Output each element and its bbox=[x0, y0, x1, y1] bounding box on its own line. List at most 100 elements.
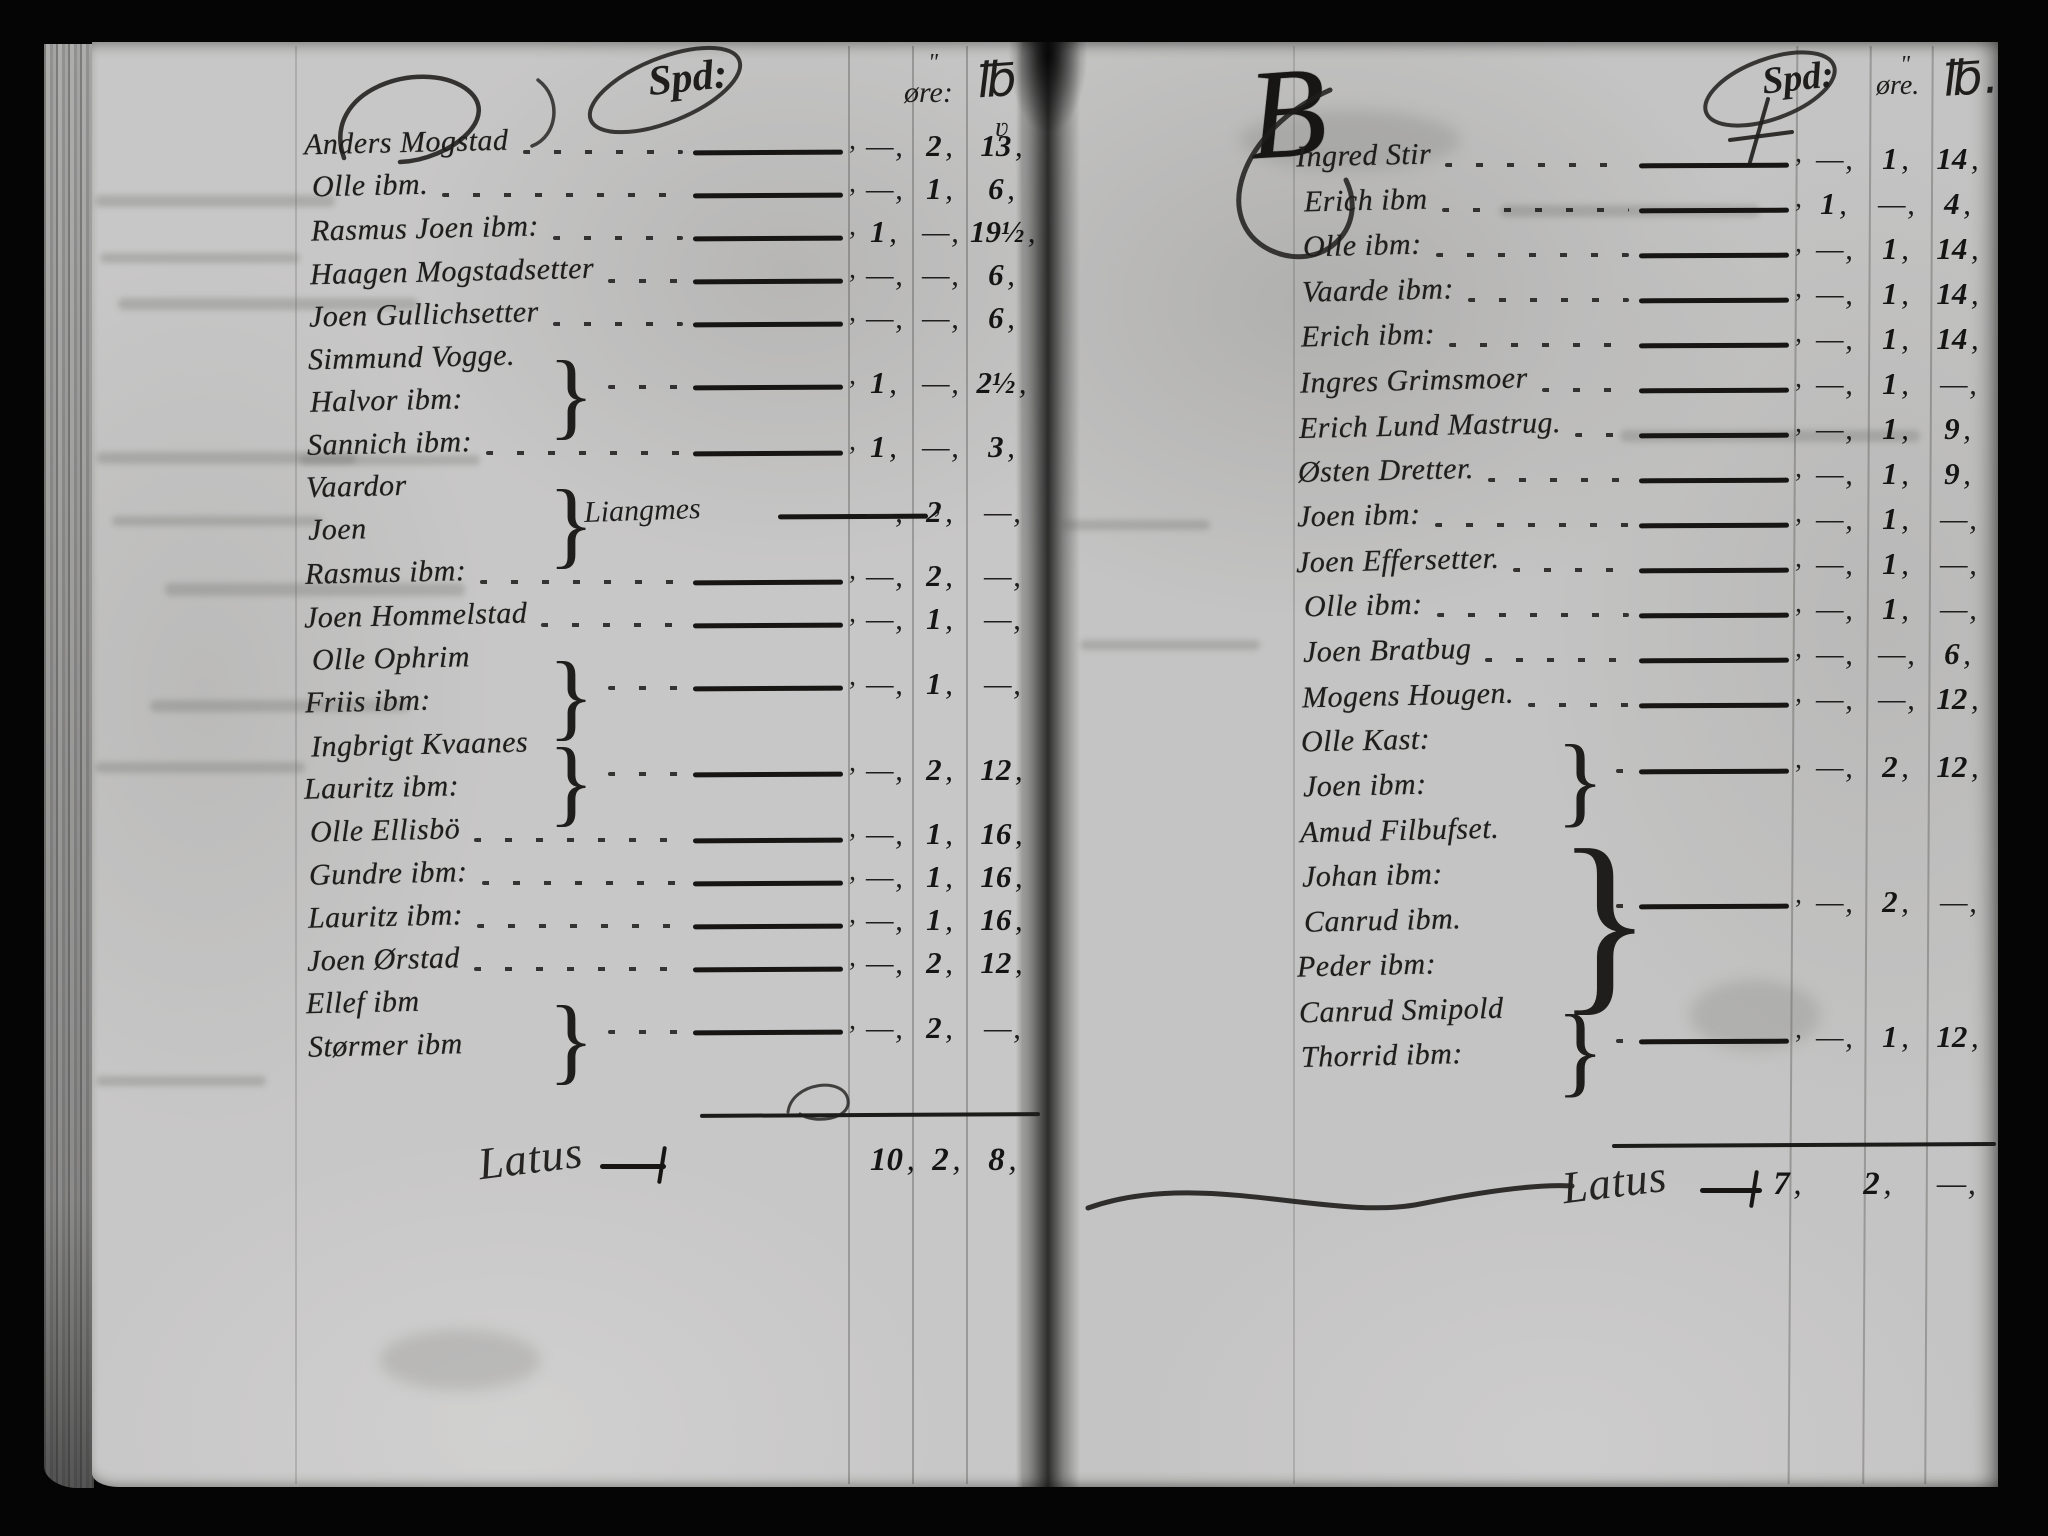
page-stack-edge bbox=[44, 44, 94, 1488]
entry-name: Joen ibm: bbox=[1296, 497, 1421, 534]
entry-name: Canrud ibm. bbox=[1303, 902, 1462, 939]
table-row: Anders Mogstad bbox=[304, 124, 844, 161]
entry-name: Joen Ørstad bbox=[306, 941, 461, 978]
dotted-leader bbox=[1527, 703, 1629, 707]
entry-name: Johan ibm: bbox=[1301, 857, 1444, 894]
amount-cell: 1 bbox=[1864, 411, 1928, 447]
showthrough-smudge bbox=[165, 583, 465, 596]
leader-line bbox=[1638, 657, 1790, 664]
amount-cell: — bbox=[852, 1010, 916, 1046]
leader-line bbox=[1638, 567, 1790, 574]
amount-cell: 1 bbox=[908, 859, 972, 895]
amount-cell: 2 bbox=[908, 558, 972, 594]
left-header-col-ore: øre: bbox=[904, 76, 953, 109]
dotted-leader bbox=[1485, 658, 1629, 662]
right-header-flourish bbox=[1703, 50, 1837, 164]
table-row: Olle ibm. bbox=[311, 167, 844, 204]
amount-cell: — bbox=[1802, 546, 1866, 582]
table-row: Rasmus ibm: bbox=[304, 554, 844, 591]
table-row: Joen Gullichsetter bbox=[308, 295, 844, 334]
amount-cell: — bbox=[908, 257, 972, 293]
entry-name: Joen Gullichsetter bbox=[308, 295, 540, 334]
amount-cell: — bbox=[1802, 276, 1866, 312]
left-header-flourish bbox=[587, 45, 743, 135]
dotted-leader bbox=[477, 924, 683, 928]
entry-name: Olle ibm. bbox=[311, 167, 429, 204]
entry-name: Ellef ibm bbox=[305, 984, 421, 1021]
showthrough-smudge bbox=[95, 762, 305, 773]
leader-line bbox=[1638, 207, 1790, 214]
leader-line bbox=[692, 235, 844, 242]
table-row: Joen Bratbug bbox=[1303, 632, 1790, 669]
amount-cell: — bbox=[852, 128, 916, 164]
showthrough-smudge bbox=[96, 452, 356, 464]
entry-name: Halvor ibm: bbox=[309, 382, 464, 419]
leader-line bbox=[692, 321, 844, 328]
latus-label: Latus bbox=[1559, 1150, 1670, 1214]
entry-name: Rasmus ibm: bbox=[304, 554, 467, 591]
dotted-leader bbox=[473, 967, 683, 971]
leader-line bbox=[1638, 1038, 1790, 1044]
stain bbox=[1240, 110, 1460, 170]
leader-line bbox=[1602, 894, 1790, 914]
table-row: Sannich ibm: bbox=[307, 425, 844, 462]
amount-cell: — bbox=[1802, 366, 1866, 402]
left-header-ditto-mark: " bbox=[928, 50, 939, 76]
amount-cell: — bbox=[852, 494, 916, 530]
amount-cell: — bbox=[970, 601, 1034, 637]
dotted-leader bbox=[1513, 568, 1629, 572]
group-brace: } bbox=[548, 728, 595, 835]
entry-name: Størmer ibm bbox=[307, 1027, 464, 1064]
dotted-leader bbox=[1575, 433, 1629, 437]
leader-line bbox=[692, 837, 844, 844]
latus-amount-cell: — bbox=[1924, 1166, 1988, 1203]
amount-cell: — bbox=[1802, 636, 1866, 672]
amount-cell: — bbox=[1926, 501, 1990, 537]
entry-name: Olle Ophrim bbox=[311, 640, 471, 677]
showthrough-smudge bbox=[100, 253, 300, 263]
flourish-initial-b bbox=[1236, 87, 1355, 260]
latus-dash bbox=[1700, 1188, 1762, 1193]
amount-cell: 9 bbox=[1926, 456, 1990, 492]
right-margin-line bbox=[1293, 46, 1295, 1484]
amount-cell: 1 bbox=[1864, 1019, 1928, 1055]
table-row: Joen Ørstad bbox=[306, 941, 844, 978]
leader-line bbox=[692, 622, 844, 629]
leader-line bbox=[692, 192, 844, 199]
amount-cell: — bbox=[1926, 366, 1990, 402]
table-row: Ingres Grimsmoer bbox=[1299, 361, 1790, 400]
entry-name: Friis ibm: bbox=[304, 683, 432, 720]
dotted-leader bbox=[1441, 208, 1629, 212]
leader-line bbox=[1638, 903, 1790, 909]
amount-cell: — bbox=[1864, 636, 1928, 672]
entry-name: Ingres Grimsmoer bbox=[1299, 361, 1529, 400]
latus-amount-cell: 10 bbox=[861, 1142, 925, 1179]
amount-cell: — bbox=[1926, 546, 1990, 582]
amount-cell: 1 bbox=[1864, 591, 1928, 627]
amount-cell: 12 bbox=[1926, 681, 1990, 717]
amount-cell: — bbox=[852, 558, 916, 594]
amount-cell: — bbox=[970, 494, 1034, 530]
amount-cell: 14 bbox=[1926, 231, 1990, 267]
group-brace: } bbox=[548, 470, 595, 577]
amount-cell: — bbox=[852, 257, 916, 293]
entry-name: Haagen Mogstadsetter bbox=[309, 251, 595, 292]
leader-line bbox=[1602, 759, 1790, 779]
amount-cell: — bbox=[1802, 411, 1866, 447]
table-row: Joen Effersetter. bbox=[1296, 542, 1790, 579]
entry-name: Peder ibm: bbox=[1296, 947, 1437, 984]
amount-cell: 12 bbox=[970, 752, 1034, 788]
showthrough-smudge bbox=[112, 516, 322, 526]
amount-cell: — bbox=[970, 558, 1034, 594]
table-row: Vaarde ibm: bbox=[1302, 272, 1790, 309]
entry-name: Amud Filbufset. bbox=[1299, 811, 1500, 850]
showthrough-smudge bbox=[1080, 640, 1260, 650]
amount-cell: 1 bbox=[908, 171, 972, 207]
amount-cell: — bbox=[852, 816, 916, 852]
leader-line bbox=[692, 149, 844, 156]
group-brace: } bbox=[548, 642, 595, 749]
entry-name: Østen Dretter. bbox=[1297, 452, 1475, 489]
dotted-leader bbox=[608, 685, 683, 690]
entry-name: Erich ibm bbox=[1303, 182, 1429, 219]
